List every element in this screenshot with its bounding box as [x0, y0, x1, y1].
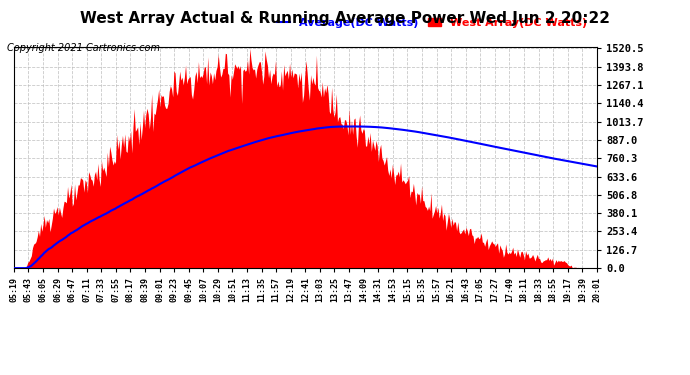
- Legend: Average(DC Watts), West Array(DC Watts): Average(DC Watts), West Array(DC Watts): [273, 14, 591, 33]
- Text: West Array Actual & Running Average Power Wed Jun 2 20:22: West Array Actual & Running Average Powe…: [80, 11, 610, 26]
- Text: Copyright 2021 Cartronics.com: Copyright 2021 Cartronics.com: [7, 43, 160, 53]
